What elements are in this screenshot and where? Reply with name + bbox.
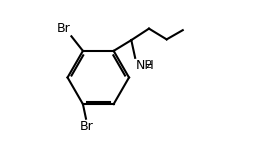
Text: 2: 2	[145, 60, 151, 70]
Text: Br: Br	[80, 120, 94, 133]
Text: Br: Br	[57, 22, 71, 35]
Text: NH: NH	[136, 59, 155, 72]
